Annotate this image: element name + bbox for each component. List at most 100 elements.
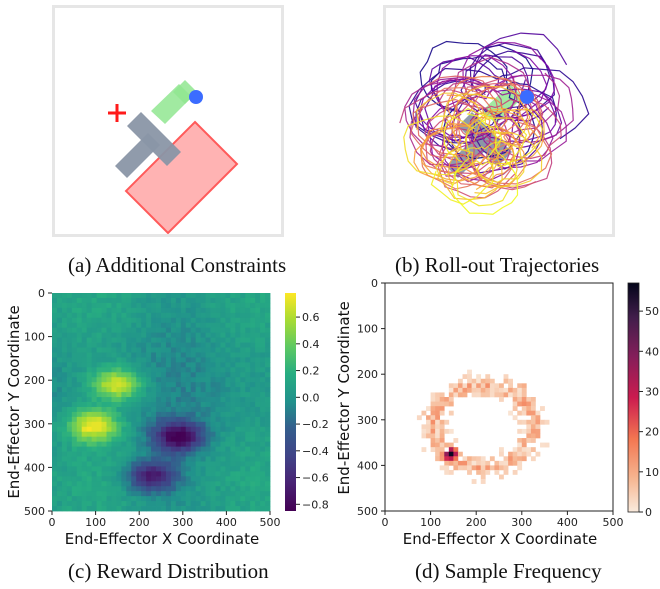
reward-cell [116,357,122,363]
reward-cell [151,382,157,388]
reward-cell [61,362,68,368]
reward-cell [205,382,211,388]
reward-cell [225,451,231,457]
reward-cell [265,411,271,418]
reward-cell [76,367,83,373]
reward-cell [195,471,202,477]
trajectory-line [424,98,562,162]
goal-dot-icon [189,90,203,104]
frequency-cell [439,438,445,443]
reward-cell [161,481,167,487]
reward-cell [106,441,112,447]
reward-cell [161,506,167,512]
reward-cell [66,456,73,462]
reward-cell [265,302,271,309]
reward-cell [215,377,221,383]
reward-cell [215,293,221,299]
reward-cell [141,362,147,368]
reward-cell [170,352,177,358]
reward-cell [180,416,187,423]
reward-cell [106,322,112,329]
reward-cell [175,362,182,368]
reward-cell [136,506,142,512]
reward-cell [106,471,112,477]
reward-cell [245,431,251,438]
reward-cell [56,471,63,477]
reward-cell [255,357,261,363]
frequency-cell [448,442,454,448]
reward-cell [161,312,167,319]
reward-cell [76,327,83,334]
reward-cell [195,342,202,348]
reward-cell [101,367,107,373]
reward-cell [52,402,58,408]
frequency-cell [517,383,523,389]
reward-cell [121,421,127,428]
frequency-cell [426,406,431,411]
reward-cell [71,456,78,462]
reward-cell [165,496,172,502]
reward-cell [101,322,107,329]
frequency-cell [439,456,445,462]
reward-cell [190,421,197,428]
reward-cell [61,501,68,507]
reward-cell [225,332,231,338]
reward-cell [126,297,132,304]
reward-cell [81,501,88,507]
reward-cell [96,307,102,314]
reward-cell [220,372,226,378]
reward-cell [235,481,241,487]
reward-cell [240,392,246,398]
reward-cell [245,297,251,304]
reward-cell [71,402,78,408]
reward-cell [235,387,241,393]
frequency-cell [512,406,518,411]
reward-cell [141,406,147,413]
reward-cell [86,426,93,433]
reward-cell [240,426,246,433]
reward-cell [195,382,202,388]
reward-cell [255,406,261,413]
reward-cell [131,402,137,408]
reward-cell [230,402,236,408]
reward-cell [86,491,93,497]
frequency-cell [517,392,523,398]
reward-cell [111,387,117,393]
reward-cell [156,392,162,398]
reward-cell [66,476,73,482]
reward-cell [161,372,167,378]
reward-cell [215,491,221,497]
reward-cell [136,431,142,438]
reward-cell [96,297,102,304]
reward-cell [250,322,256,329]
reward-cell [116,307,122,314]
reward-cell [240,406,246,413]
reward-cell [210,377,216,383]
reward-cell [190,471,197,477]
frequency-cell [517,460,523,466]
reward-cell [220,392,226,398]
reward-cell [250,441,256,447]
reward-cell [225,357,231,363]
reward-cell [156,486,162,492]
reward-cell [255,411,261,418]
reward-cell [170,461,177,467]
frequency-cell [430,410,436,416]
reward-cell [185,307,192,314]
reward-cell [116,382,122,388]
reward-cell [156,501,162,507]
reward-cell [170,337,177,343]
reward-cell [240,377,246,383]
reward-cell [210,387,216,393]
reward-cell [255,387,261,393]
reward-cell [165,367,172,373]
reward-cell [116,397,122,403]
frequency-cell [467,469,472,475]
reward-cell [220,421,226,428]
frequency-cell [503,469,509,475]
reward-cell [215,501,221,507]
reward-cell [76,406,83,413]
reward-cell [141,426,147,433]
reward-cell [86,476,93,482]
reward-cell [56,387,63,393]
